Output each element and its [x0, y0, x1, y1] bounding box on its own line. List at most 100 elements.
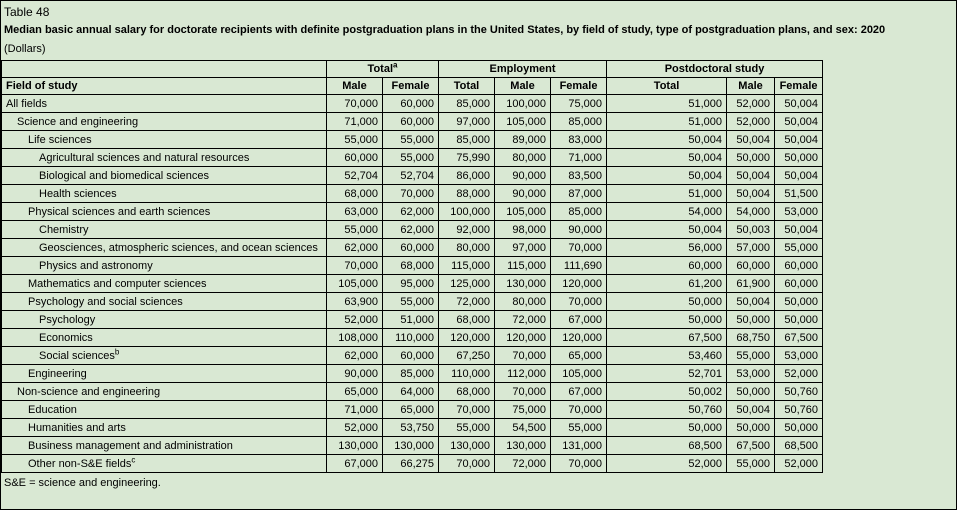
salary-value-cell: 85,000	[550, 202, 608, 221]
salary-value-cell: 61,900	[726, 274, 776, 293]
corner-cell	[1, 60, 327, 78]
salary-value-cell: 130,000	[494, 436, 552, 455]
field-of-study-cell: Science and engineering	[1, 112, 327, 131]
table-label: Table 48	[4, 5, 50, 19]
field-of-study-cell: Economics	[1, 328, 327, 347]
salary-value-cell: 110,000	[381, 328, 440, 347]
salary-value-cell: 115,000	[438, 256, 496, 275]
salary-value-cell: 95,000	[381, 274, 440, 293]
salary-value-cell: 80,000	[438, 238, 496, 257]
col-header-employment-female: Female	[550, 77, 608, 95]
salary-value-cell: 67,000	[326, 454, 383, 473]
field-of-study-cell: Physics and astronomy	[1, 256, 327, 275]
salary-value-cell: 70,000	[438, 400, 496, 419]
salary-value-cell: 100,000	[494, 94, 552, 113]
table-row: Humanities and arts 52,000 53,750 55,000 54,…	[1, 418, 824, 437]
salary-value-cell: 68,750	[726, 328, 776, 347]
field-of-study-cell: Education	[1, 400, 327, 419]
salary-value-cell: 70,000	[326, 94, 383, 113]
salary-value-cell: 55,000	[726, 346, 776, 365]
salary-value-cell: 60,000	[381, 112, 440, 131]
salary-value-cell: 86,000	[438, 166, 496, 185]
field-of-study-cell: Psychology	[1, 310, 327, 329]
salary-value-cell: 52,000	[606, 454, 728, 473]
salary-value-cell: 50,004	[606, 220, 728, 239]
salary-value-cell: 105,000	[326, 274, 383, 293]
salary-value-cell: 55,000	[726, 454, 776, 473]
salary-value-cell: 50,004	[726, 292, 776, 311]
salary-value-cell: 100,000	[438, 202, 496, 221]
salary-value-cell: 68,000	[438, 310, 496, 329]
salary-value-cell: 50,000	[726, 148, 776, 167]
salary-value-cell: 66,275	[381, 454, 440, 473]
table-row: Biological and biomedical sciences 52,704…	[1, 166, 824, 185]
field-of-study-cell: Psychology and social sciences	[1, 292, 327, 311]
salary-value-cell: 75,000	[550, 94, 608, 113]
salary-value-cell: 55,000	[381, 130, 440, 149]
group-header-total-label: Total	[367, 63, 394, 75]
field-of-study-cell: Business management and administration	[1, 436, 327, 455]
salary-value-cell: 75,990	[438, 148, 496, 167]
salary-value-cell: 55,000	[438, 418, 496, 437]
table-title: Median basic annual salary for doctorate…	[4, 24, 886, 36]
salary-value-cell: 62,000	[381, 220, 440, 239]
field-of-study-cell: Geosciences, atmospheric sciences, and o…	[1, 238, 327, 257]
salary-value-cell: 55,000	[381, 148, 440, 167]
table-row: Engineering 90,000 85,000 110,000 112,000 105…	[1, 364, 824, 383]
field-of-study-cell: Humanities and arts	[1, 418, 327, 437]
table-row: Other non-S&E fieldsc 67,000 66,275 70,000 7…	[1, 454, 824, 473]
salary-value-cell: 60,000	[381, 94, 440, 113]
salary-value-cell: 50,002	[606, 382, 728, 401]
salary-value-cell: 70,000	[494, 346, 552, 365]
table-row: Economics 108,000 110,000 120,000 120,000 120…	[1, 328, 824, 347]
salary-value-cell: 80,000	[494, 148, 552, 167]
table-row: Chemistry 55,000 62,000 92,000 98,000 90,000 5…	[1, 220, 824, 239]
table-row: All fields 70,000 60,000 85,000 100,000 75,00…	[1, 94, 824, 113]
salary-value-cell: 50,004	[726, 166, 776, 185]
field-of-study-cell: Engineering	[1, 364, 327, 383]
salary-value-cell: 64,000	[381, 382, 440, 401]
group-header-employment: Employment	[438, 60, 608, 78]
salary-table: Totala Employment Postdoctoral study Fie…	[1, 60, 824, 473]
salary-value-cell: 75,000	[494, 400, 552, 419]
col-header-total-female: Female	[381, 77, 440, 95]
salary-value-cell: 51,000	[606, 94, 728, 113]
field-of-study-cell: Biological and biomedical sciences	[1, 166, 327, 185]
table-units: (Dollars)	[4, 43, 46, 55]
salary-value-cell: 55,000	[774, 238, 824, 257]
salary-value-cell: 51,000	[606, 184, 728, 203]
salary-value-cell: 120,000	[438, 328, 496, 347]
footnote-marker: c	[131, 454, 136, 464]
salary-value-cell: 83,000	[550, 130, 608, 149]
salary-value-cell: 50,000	[606, 310, 728, 329]
salary-value-cell: 85,000	[381, 364, 440, 383]
salary-value-cell: 50,004	[606, 148, 728, 167]
salary-value-cell: 67,500	[774, 328, 824, 347]
salary-value-cell: 72,000	[438, 292, 496, 311]
salary-value-cell: 52,000	[774, 454, 824, 473]
salary-value-cell: 52,000	[326, 418, 383, 437]
salary-value-cell: 56,000	[606, 238, 728, 257]
salary-value-cell: 53,000	[774, 346, 824, 365]
salary-value-cell: 125,000	[438, 274, 496, 293]
field-of-study-cell: Health sciences	[1, 184, 327, 203]
footnote-marker-a: a	[393, 60, 398, 70]
salary-value-cell: 120,000	[550, 274, 608, 293]
salary-value-cell: 68,000	[326, 184, 383, 203]
salary-value-cell: 67,000	[550, 382, 608, 401]
salary-value-cell: 50,760	[774, 382, 824, 401]
salary-value-cell: 68,000	[381, 256, 440, 275]
table-row: Psychology and social sciences 63,900 55,0…	[1, 292, 824, 311]
salary-value-cell: 54,500	[494, 418, 552, 437]
table-row: Education 71,000 65,000 70,000 75,000 70,000 5…	[1, 400, 824, 419]
salary-value-cell: 72,000	[494, 310, 552, 329]
salary-value-cell: 67,500	[726, 436, 776, 455]
salary-value-cell: 70,000	[550, 292, 608, 311]
salary-value-cell: 63,900	[326, 292, 383, 311]
salary-value-cell: 50,760	[774, 400, 824, 419]
table-row: Agricultural sciences and natural resour…	[1, 148, 824, 167]
salary-value-cell: 90,000	[550, 220, 608, 239]
salary-value-cell: 85,000	[550, 112, 608, 131]
salary-value-cell: 50,760	[606, 400, 728, 419]
salary-value-cell: 65,000	[381, 400, 440, 419]
